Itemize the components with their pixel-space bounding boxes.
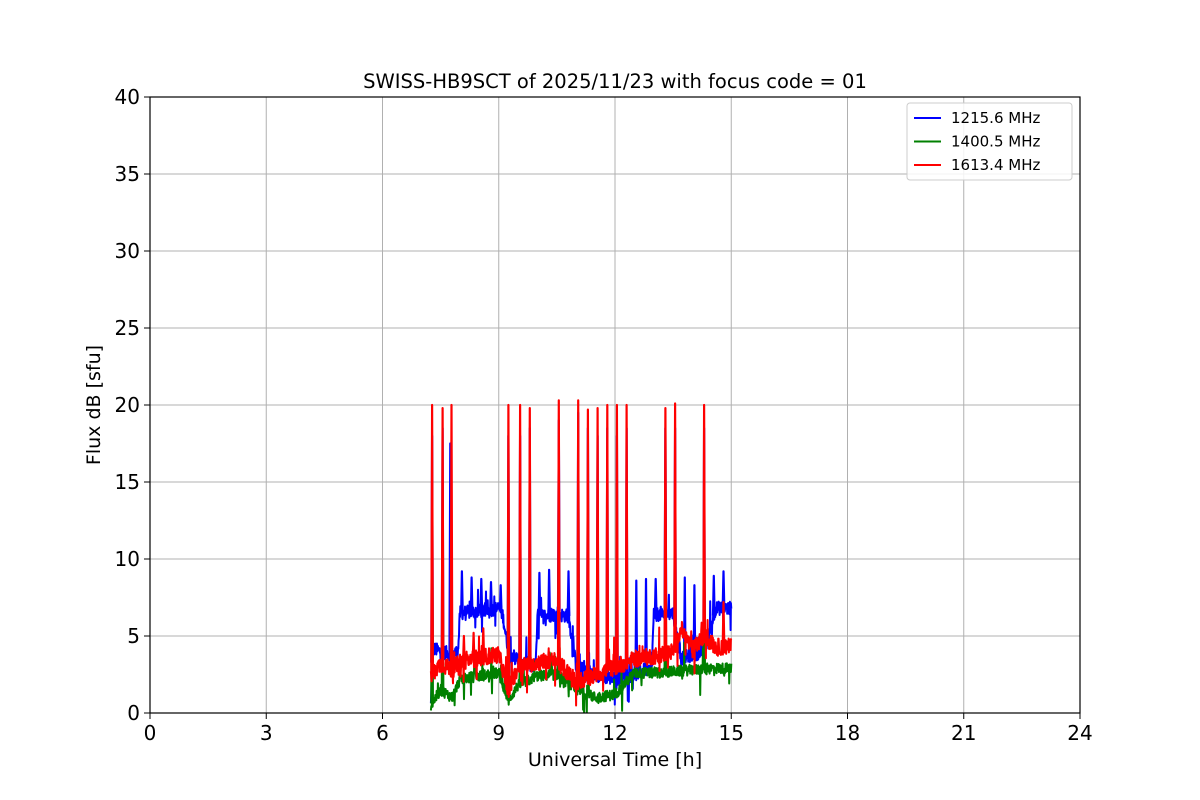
axis-ticks: 0 3 6 9 12 15 18 21 24 0 5 10 15 20 25 30 35 40 xyxy=(115,85,1093,745)
spike-mark xyxy=(556,399,561,663)
spike-mark xyxy=(527,407,532,665)
spike-mark xyxy=(471,631,476,659)
spike-mark xyxy=(595,407,600,674)
spike-mark xyxy=(576,399,581,682)
spike-mark xyxy=(537,571,542,616)
spike-mark xyxy=(702,403,706,637)
y-tick-label: 15 xyxy=(115,470,140,494)
x-tick-label: 18 xyxy=(835,721,860,745)
x-tick-label: 12 xyxy=(602,721,627,745)
y-tick-label: 25 xyxy=(115,316,140,340)
spike-mark xyxy=(711,574,716,616)
spike-mark xyxy=(653,577,658,615)
series-line xyxy=(429,641,733,713)
spike-mark xyxy=(489,581,493,610)
spike-mark xyxy=(460,570,464,613)
y-axis-label: Flux dB [sfu] xyxy=(83,345,105,465)
legend-label: 1215.6 MHz xyxy=(951,109,1040,127)
spike-mark xyxy=(634,579,639,674)
spike-mark xyxy=(692,584,697,655)
spike-mark xyxy=(462,634,466,662)
y-tick-label: 20 xyxy=(115,393,140,417)
spike-mark xyxy=(506,403,511,690)
legend-box xyxy=(906,102,1073,181)
x-tick-label: 21 xyxy=(951,721,976,745)
series-line xyxy=(429,619,733,707)
spike-mark xyxy=(440,407,445,665)
spike-mark xyxy=(615,403,619,667)
x-tick-label: 0 xyxy=(144,721,157,745)
spike-mark xyxy=(624,403,629,663)
x-tick-label: 6 xyxy=(376,721,389,745)
spike-mark xyxy=(721,601,726,647)
chart-title: SWISS-HB9SCT of 2025/11/23 with focus co… xyxy=(363,70,867,93)
spike-mark xyxy=(479,577,484,612)
y-tick-label: 30 xyxy=(115,239,140,263)
x-tick-label: 9 xyxy=(492,721,505,745)
legend-label: 1400.5 MHz xyxy=(951,133,1040,151)
y-tick-label: 35 xyxy=(115,162,140,186)
plot-area xyxy=(429,399,733,713)
x-tick-label: 24 xyxy=(1067,721,1092,745)
spike-mark xyxy=(518,403,522,667)
spike-mark xyxy=(644,577,648,670)
x-tick-label: 3 xyxy=(260,721,273,745)
y-tick-label: 5 xyxy=(127,624,140,648)
spike-mark xyxy=(498,584,503,612)
legend: 1215.6 MHz 1400.5 MHz 1613.4 MHz xyxy=(906,102,1073,181)
x-tick-label: 15 xyxy=(719,721,744,745)
y-tick-label: 10 xyxy=(115,547,140,571)
spike-mark xyxy=(481,627,486,657)
spike-mark xyxy=(673,402,677,646)
spike-mark xyxy=(663,407,668,654)
legend-label: 1613.4 MHz xyxy=(951,156,1040,174)
spike-mark xyxy=(586,408,590,678)
series-1613-4-mhz xyxy=(429,399,733,707)
spike-mark xyxy=(721,570,726,609)
spike-mark xyxy=(605,403,610,670)
x-axis-label: Universal Time [h] xyxy=(528,749,702,771)
spike-mark xyxy=(430,403,434,674)
y-tick-label: 0 xyxy=(127,701,140,725)
spike-mark xyxy=(469,576,474,613)
grid xyxy=(149,96,1081,714)
spike-mark xyxy=(547,568,551,616)
spike-mark xyxy=(449,403,454,670)
spike-mark xyxy=(566,570,571,617)
y-tick-label: 40 xyxy=(115,85,140,109)
